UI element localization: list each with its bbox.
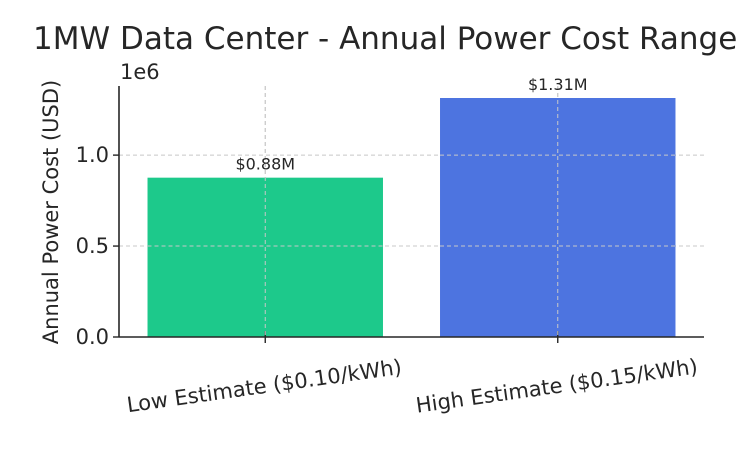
y-tick-label: 0.0 (76, 325, 109, 349)
bar-data-label: $0.88M (235, 155, 295, 174)
y-axis-label: Annual Power Cost (USD) (39, 80, 63, 344)
y-tick-label: 1.0 (76, 143, 109, 167)
bar-data-label: $1.31M (528, 75, 588, 94)
x-ticks: Low Estimate ($0.10/kWh) High Estimate ($… (125, 331, 699, 418)
y-tick-label: 0.5 (76, 234, 109, 258)
bars (147, 98, 676, 337)
data-labels: $0.88M $1.31M (147, 75, 676, 337)
bar (440, 98, 676, 337)
y-axis-offset-label: 1e6 (120, 60, 160, 84)
chart-title: 1MW Data Center - Annual Power Cost Rang… (33, 21, 737, 57)
axes (118, 86, 704, 338)
x-tick-label: High Estimate ($0.15/kWh) (414, 354, 699, 417)
y-ticks: 0.0 0.5 1.0 (76, 143, 119, 349)
x-tick-label: Low Estimate ($0.10/kWh) (125, 355, 403, 417)
